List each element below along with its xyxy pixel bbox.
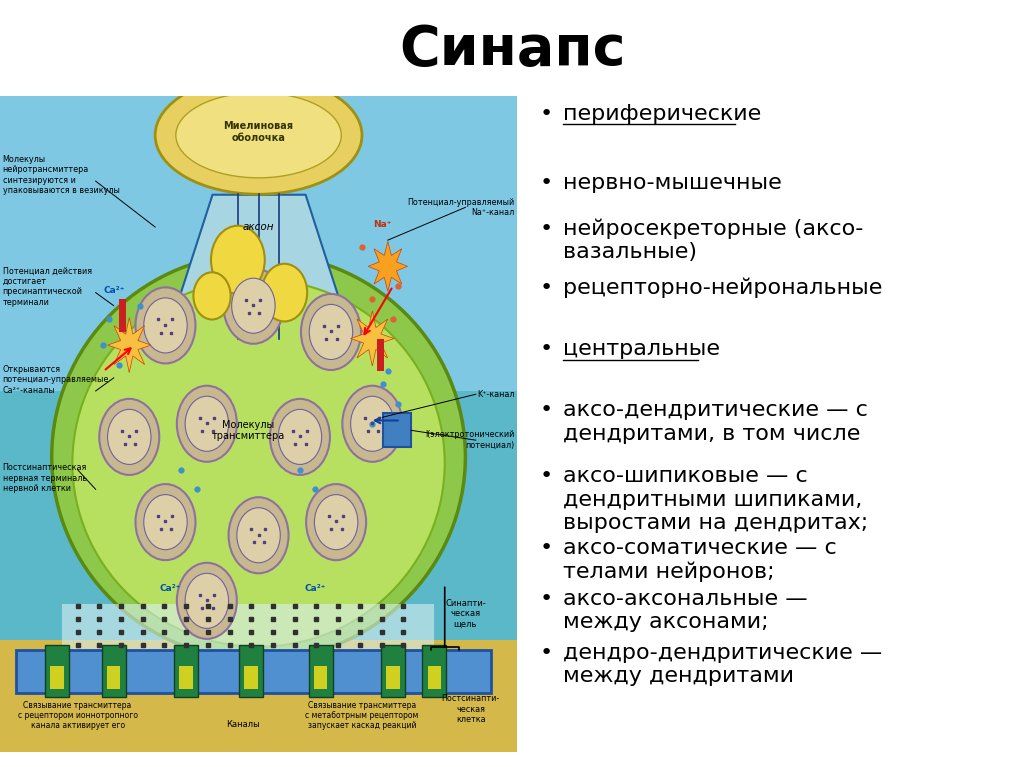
- Bar: [50, 667, 63, 690]
- Text: дендро-дендритические —
между дендритами: дендро-дендритические — между дендритами: [563, 643, 883, 686]
- Text: периферические: периферические: [563, 104, 762, 123]
- Bar: [386, 667, 399, 690]
- Bar: [179, 667, 193, 690]
- Text: аксо-аксональные —
между аксонами;: аксо-аксональные — между аксонами;: [563, 589, 808, 632]
- Bar: [428, 667, 441, 690]
- Circle shape: [99, 399, 160, 475]
- Text: •: •: [540, 466, 553, 486]
- Circle shape: [237, 508, 281, 563]
- Bar: [0, 640, 517, 752]
- Text: Открываются
потенциал-управляемые
Ca²⁺-каналы: Открываются потенциал-управляемые Ca²⁺-к…: [3, 365, 109, 394]
- Text: Потенциал действия
достигает
пресинаптической
терминали: Потенциал действия достигает пресинаптич…: [3, 266, 92, 307]
- Text: Синапс: Синапс: [398, 23, 626, 77]
- Text: •: •: [540, 278, 553, 298]
- Bar: [45, 645, 69, 696]
- Circle shape: [108, 410, 151, 465]
- Text: нервно-мышечные: нервно-мышечные: [563, 173, 782, 193]
- Bar: [174, 645, 198, 696]
- Ellipse shape: [51, 253, 465, 660]
- Circle shape: [279, 410, 322, 465]
- Text: Миелиновая
оболочка: Миелиновая оболочка: [223, 121, 294, 143]
- Bar: [101, 645, 126, 696]
- Circle shape: [314, 495, 357, 550]
- Circle shape: [143, 495, 187, 550]
- Text: Постсинапти-
ческая
клетка: Постсинапти- ческая клетка: [441, 694, 500, 724]
- Text: •: •: [540, 400, 553, 420]
- Text: Ca²⁺: Ca²⁺: [305, 584, 326, 593]
- Text: •: •: [540, 538, 553, 558]
- Bar: [62, 604, 434, 650]
- Circle shape: [177, 386, 237, 462]
- Circle shape: [194, 272, 230, 320]
- Ellipse shape: [73, 279, 444, 647]
- Bar: [0, 391, 517, 653]
- Circle shape: [270, 399, 330, 475]
- Bar: [378, 338, 384, 371]
- Text: аксо-соматические — с
телами нейронов;: аксо-соматические — с телами нейронов;: [563, 538, 837, 582]
- Text: Каналы: Каналы: [226, 719, 260, 729]
- Circle shape: [177, 563, 237, 639]
- Polygon shape: [369, 242, 408, 291]
- Polygon shape: [108, 318, 151, 373]
- Bar: [423, 645, 446, 696]
- Bar: [244, 667, 257, 690]
- Bar: [15, 650, 492, 693]
- Text: Синапти-
ческая
щель: Синапти- ческая щель: [445, 599, 485, 629]
- Circle shape: [185, 573, 228, 628]
- Text: •: •: [540, 339, 553, 359]
- Text: аксо-шипиковые — с
дендритными шипиками,
выростами на дендритах;: аксо-шипиковые — с дендритными шипиками,…: [563, 466, 868, 533]
- Circle shape: [228, 497, 289, 573]
- Text: •: •: [540, 589, 553, 609]
- Circle shape: [306, 484, 367, 560]
- Circle shape: [185, 397, 228, 451]
- Bar: [308, 645, 333, 696]
- Circle shape: [350, 397, 394, 451]
- Text: рецепторно-нейрональные: рецепторно-нейрональные: [563, 278, 883, 298]
- Text: Ca²⁺: Ca²⁺: [160, 584, 181, 593]
- Text: Молекулы
нейротрансмиттера
синтезируются и
упаковываются в везикулы: Молекулы нейротрансмиттера синтезируются…: [3, 155, 120, 195]
- Ellipse shape: [176, 93, 341, 178]
- Circle shape: [135, 484, 196, 560]
- Text: Na⁺: Na⁺: [374, 220, 392, 229]
- Ellipse shape: [156, 76, 362, 194]
- Circle shape: [211, 225, 265, 294]
- Bar: [381, 645, 404, 696]
- Text: аксон: аксон: [243, 222, 274, 232]
- Text: •: •: [540, 104, 553, 123]
- Text: •: •: [540, 173, 553, 193]
- Bar: [239, 645, 263, 696]
- Bar: [383, 413, 411, 446]
- Text: Связывание трансмиттера
с рецептором ионнотропного
канала активирует его: Связывание трансмиттера с рецептором ион…: [17, 701, 137, 730]
- Text: нейросекреторные (аксо-
вазальные): нейросекреторные (аксо- вазальные): [563, 219, 863, 262]
- Polygon shape: [350, 311, 394, 366]
- Circle shape: [231, 278, 275, 334]
- Text: K⁺-канал: K⁺-канал: [477, 390, 514, 399]
- Circle shape: [135, 288, 196, 364]
- Circle shape: [342, 386, 402, 462]
- Circle shape: [143, 298, 187, 353]
- Text: центральные: центральные: [563, 339, 720, 359]
- Circle shape: [301, 294, 360, 370]
- Circle shape: [262, 264, 307, 321]
- Text: I(электротонический
потенциал): I(электротонический потенциал): [425, 430, 514, 450]
- Text: Связывание трансмиттера
с метаботрным рецептором
запускает каскад реакций: Связывание трансмиттера с метаботрным ре…: [305, 701, 419, 730]
- Text: Постсинаптическая
нервная терминаль
нервной клетки: Постсинаптическая нервная терминаль нерв…: [3, 463, 87, 493]
- Circle shape: [309, 304, 352, 360]
- Text: •: •: [540, 219, 553, 239]
- Circle shape: [223, 268, 284, 344]
- Bar: [0, 96, 517, 391]
- Bar: [314, 667, 328, 690]
- Text: аксо-дендритические — с
дендритами, в том числе: аксо-дендритические — с дендритами, в то…: [563, 400, 868, 443]
- Text: Потенциал-управляемый
Na⁺-канал: Потенциал-управляемый Na⁺-канал: [408, 198, 514, 217]
- Bar: [119, 299, 126, 332]
- Text: Ca²⁺: Ca²⁺: [103, 285, 125, 295]
- Text: Молекулы
трансмиттера: Молекулы трансмиттера: [212, 420, 285, 441]
- Text: •: •: [540, 643, 553, 663]
- Bar: [108, 667, 121, 690]
